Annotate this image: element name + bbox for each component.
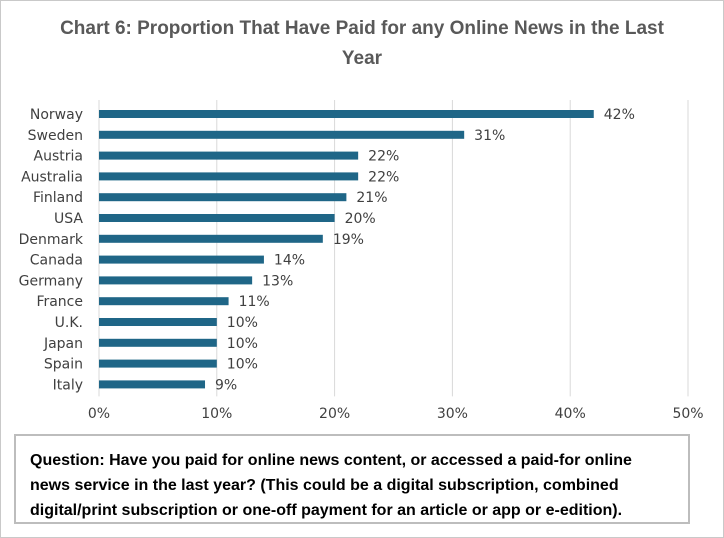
data-label: 19%: [333, 232, 364, 248]
bar: [99, 338, 217, 347]
labels: 0% 10% 20% 30% 40% 50% Norway 42% Sweden 31% Austr…: [19, 107, 704, 422]
bar: [99, 214, 335, 222]
category-label: Australia: [21, 169, 83, 185]
gridlines: [98, 100, 689, 397]
category-label: Denmark: [19, 232, 84, 248]
bar: [99, 234, 323, 243]
category-label: Canada: [30, 253, 83, 269]
category-label: Sweden: [28, 128, 83, 144]
data-label: 9%: [215, 377, 237, 393]
category-label: U.K.: [55, 315, 83, 331]
data-label: 22%: [368, 149, 399, 165]
bar: [99, 172, 359, 181]
data-label: 14%: [274, 253, 305, 269]
question-text: Question: Have you paid for online news …: [30, 452, 632, 519]
x-tick-label: 30%: [437, 406, 468, 422]
data-label: 10%: [227, 336, 258, 352]
data-label: 22%: [368, 169, 399, 185]
bars: [99, 110, 594, 389]
data-label: 10%: [227, 357, 258, 373]
category-label: Japan: [43, 336, 83, 352]
bar: [99, 151, 359, 160]
data-label: 10%: [227, 315, 258, 331]
bar: [99, 193, 347, 202]
bar: [99, 255, 264, 264]
data-label: 21%: [356, 190, 387, 206]
x-tick-label: 50%: [672, 406, 703, 422]
data-label: 11%: [239, 294, 270, 310]
bar: [99, 380, 206, 389]
bar: [99, 130, 465, 139]
bar: [99, 359, 217, 368]
category-label: Spain: [44, 357, 83, 373]
question-note: Question: Have you paid for online news …: [14, 434, 690, 524]
x-tick-label: 20%: [319, 406, 350, 422]
bar: [99, 276, 253, 285]
bar: [99, 318, 217, 326]
bar: [99, 297, 229, 306]
category-label: France: [36, 294, 83, 310]
data-label: 20%: [345, 211, 376, 227]
category-label: Finland: [33, 190, 83, 206]
category-label: Norway: [30, 107, 83, 123]
data-label: 31%: [474, 128, 505, 144]
category-label: Italy: [53, 377, 83, 393]
chart-title: Chart 6: Proportion That Have Paid for a…: [60, 18, 664, 69]
bar: [99, 110, 594, 118]
category-label: Austria: [34, 149, 83, 165]
x-tick-label: 0%: [88, 406, 110, 422]
category-label: Germany: [19, 273, 83, 289]
x-tick-label: 40%: [555, 406, 586, 422]
x-tick-label: 10%: [201, 406, 232, 422]
data-label: 13%: [262, 273, 293, 289]
data-label: 42%: [604, 107, 635, 123]
category-label: USA: [54, 211, 83, 227]
